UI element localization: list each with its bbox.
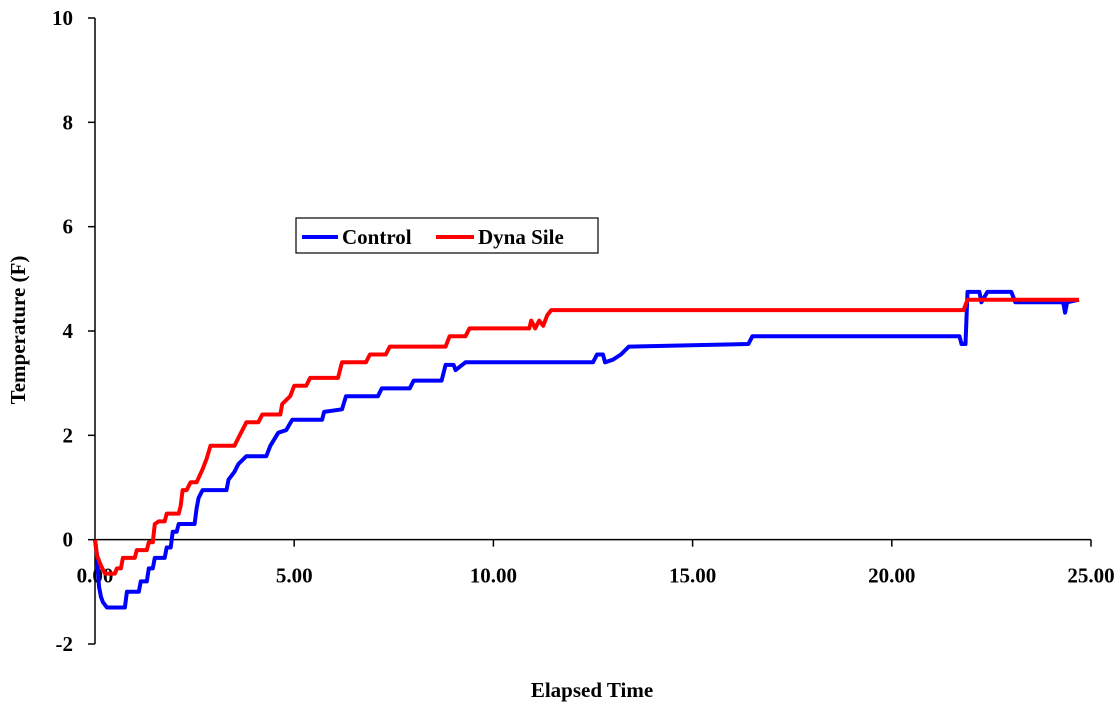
y-axis-title: Temperature (F) (6, 256, 30, 405)
legend-label-control: Control (342, 225, 412, 249)
y-tick-label: 10 (52, 6, 73, 30)
series-line-dyna-sile (93, 297, 1079, 576)
y-tick-label: 0 (63, 528, 74, 552)
y-tick-label: -2 (56, 632, 74, 656)
y-tick-label: 4 (63, 319, 74, 343)
x-tick-label: 5.00 (276, 564, 313, 588)
legend-label-dyna-sile: Dyna Sile (478, 225, 564, 249)
axes (94, 18, 1091, 644)
x-axis-title: Elapsed Time (531, 678, 653, 702)
legend: Control Dyna Sile (295, 217, 599, 254)
ticks: -2 0 2 4 6 8 10 0.00 5.00 10.00 15.00 20.00 25.00 (52, 6, 1115, 656)
y-tick-label: 2 (63, 423, 74, 447)
series (93, 289, 1080, 610)
x-tick-label: 15.00 (669, 564, 716, 588)
x-tick-label: 10.00 (470, 564, 517, 588)
x-tick-label: 20.00 (868, 564, 915, 588)
x-tick-label: 25.00 (1067, 564, 1114, 588)
y-tick-label: 6 (63, 215, 74, 239)
series-line-control (93, 289, 1080, 610)
x-tick-label: 0.00 (77, 564, 114, 588)
y-tick-label: 8 (63, 110, 74, 134)
